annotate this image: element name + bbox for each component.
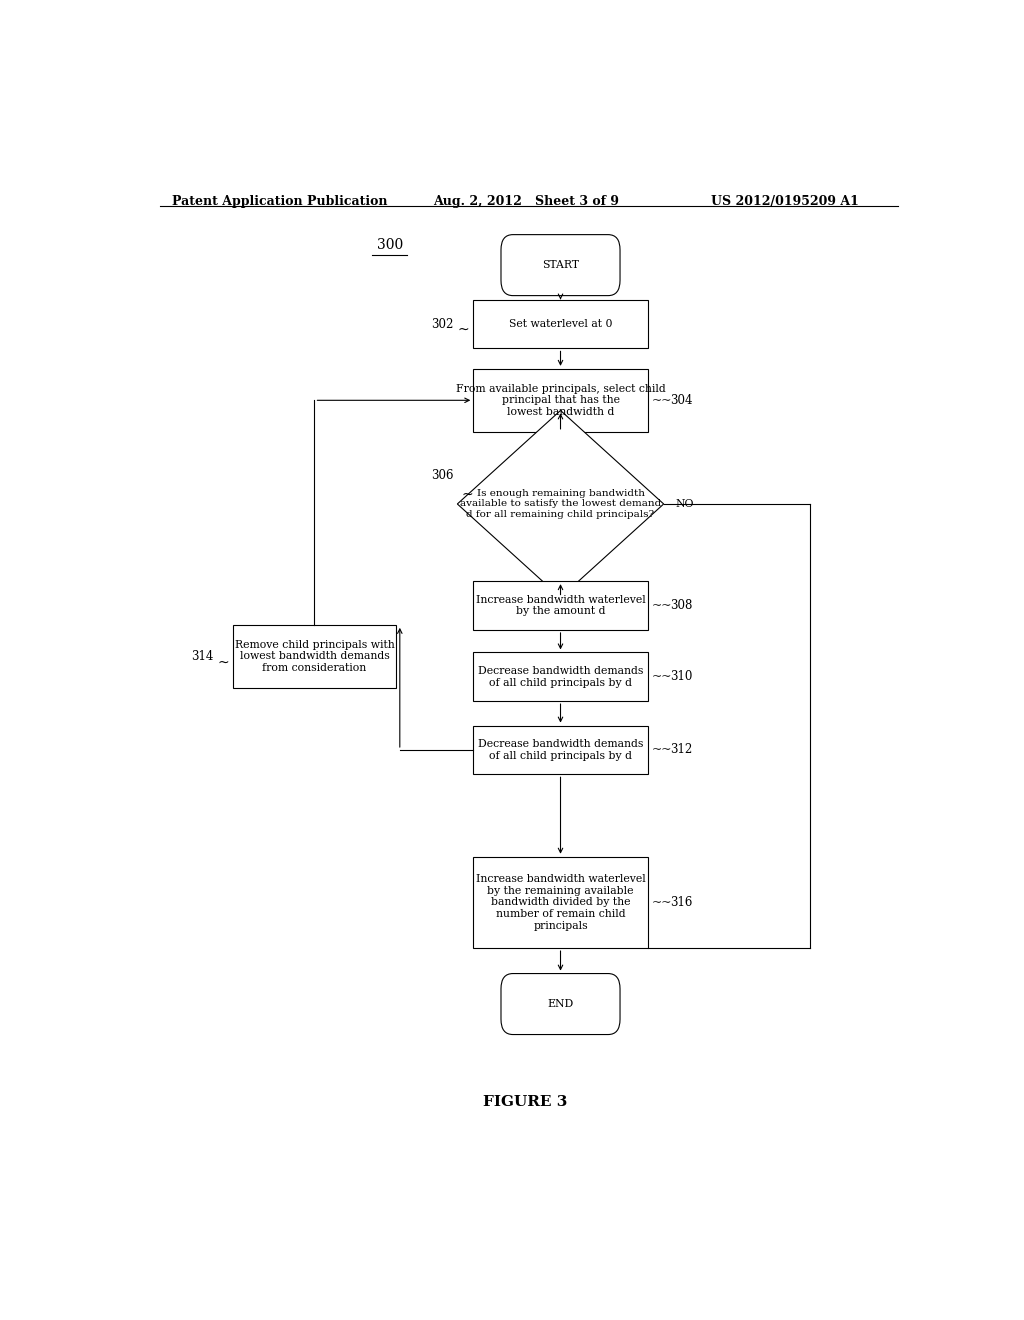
Text: ~~: ~~ <box>652 393 673 407</box>
Text: 302: 302 <box>431 318 454 330</box>
Text: 310: 310 <box>670 671 692 684</box>
FancyBboxPatch shape <box>473 368 648 432</box>
Text: NO: NO <box>676 499 694 510</box>
Text: ~: ~ <box>462 487 473 502</box>
FancyBboxPatch shape <box>501 235 620 296</box>
Text: ~: ~ <box>217 656 229 669</box>
Text: Is enough remaining bandwidth
available to satisfy the lowest demand
d for all r: Is enough remaining bandwidth available … <box>460 490 662 519</box>
Text: FIGURE 3: FIGURE 3 <box>482 1094 567 1109</box>
FancyBboxPatch shape <box>473 300 648 348</box>
FancyBboxPatch shape <box>501 974 620 1035</box>
Text: Increase bandwidth waterlevel
by the remaining available
bandwidth divided by th: Increase bandwidth waterlevel by the rem… <box>475 874 645 931</box>
Text: Patent Application Publication: Patent Application Publication <box>172 195 387 209</box>
Text: 314: 314 <box>190 649 213 663</box>
FancyBboxPatch shape <box>473 857 648 948</box>
FancyBboxPatch shape <box>473 652 648 701</box>
FancyBboxPatch shape <box>473 726 648 775</box>
Text: US 2012/0195209 A1: US 2012/0195209 A1 <box>712 195 859 209</box>
Text: Increase bandwidth waterlevel
by the amount d: Increase bandwidth waterlevel by the amo… <box>475 595 645 616</box>
Text: ~: ~ <box>458 323 469 337</box>
Text: Aug. 2, 2012   Sheet 3 of 9: Aug. 2, 2012 Sheet 3 of 9 <box>433 195 620 209</box>
Text: 312: 312 <box>670 743 692 756</box>
Text: START: START <box>542 260 579 271</box>
Text: 308: 308 <box>670 599 692 612</box>
Text: From available principals, select child
principal that has the
lowest bandwidth : From available principals, select child … <box>456 384 666 417</box>
Text: 306: 306 <box>431 470 454 482</box>
Text: END: END <box>548 999 573 1008</box>
Text: ~~: ~~ <box>652 743 673 756</box>
Text: ~~: ~~ <box>652 896 673 909</box>
FancyBboxPatch shape <box>233 624 396 688</box>
Text: 304: 304 <box>670 393 692 407</box>
Text: Set waterlevel at 0: Set waterlevel at 0 <box>509 319 612 329</box>
FancyBboxPatch shape <box>473 581 648 630</box>
Polygon shape <box>458 411 664 598</box>
Text: 300: 300 <box>377 238 403 252</box>
Text: ~~: ~~ <box>652 599 673 612</box>
Text: Decrease bandwidth demands
of all child principals by d: Decrease bandwidth demands of all child … <box>478 739 643 760</box>
Text: Decrease bandwidth demands
of all child principals by d: Decrease bandwidth demands of all child … <box>478 667 643 688</box>
Text: Remove child principals with
lowest bandwidth demands
from consideration: Remove child principals with lowest band… <box>234 640 394 673</box>
Text: YES: YES <box>557 615 580 626</box>
Text: 316: 316 <box>670 896 692 909</box>
Text: ~~: ~~ <box>652 671 673 684</box>
